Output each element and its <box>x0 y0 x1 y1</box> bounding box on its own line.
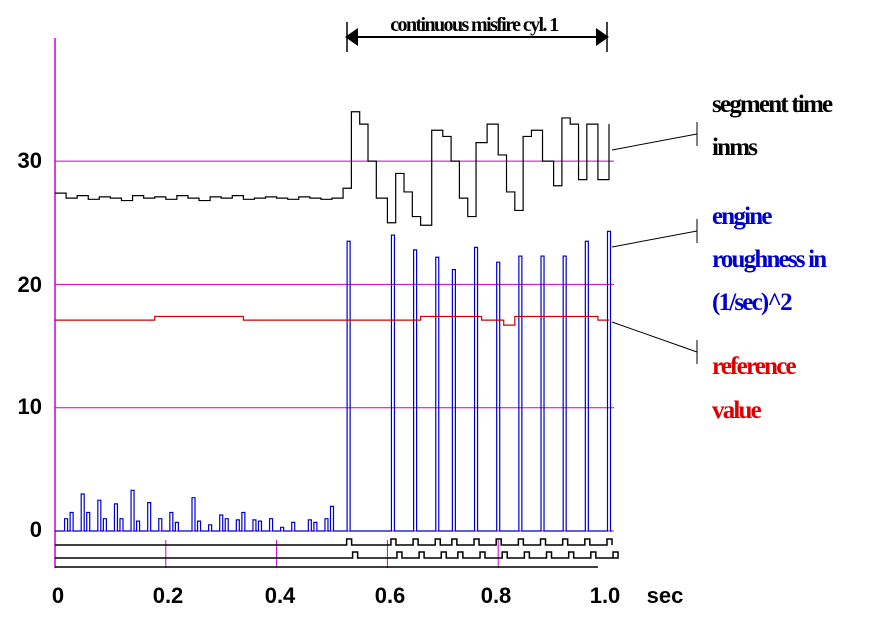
x-unit-label: sec <box>647 583 684 608</box>
series-line-1 <box>55 230 612 532</box>
leader-line-segment-time <box>611 133 698 151</box>
legend-reference-value: reference value <box>611 321 798 424</box>
digital-traces <box>55 538 619 568</box>
x-tick-0-4: 0.4 <box>265 583 296 608</box>
series-1 <box>55 230 612 532</box>
legend-label-segment-time-line1: segment time <box>712 91 833 118</box>
grid-lines <box>55 160 614 568</box>
legend-label-roughness-line1: engine <box>712 203 772 230</box>
x-tick-labels: 0 0.2 0.4 0.6 0.8 1.0 sec <box>52 583 683 608</box>
x-tick-0-2: 0.2 <box>153 583 184 608</box>
legend-segment-time: segment time inms <box>611 91 835 161</box>
y-tick-20: 20 <box>18 272 42 297</box>
x-tick-1-0: 1.0 <box>590 583 621 608</box>
y-tick-30: 30 <box>18 148 42 173</box>
legend-label-reference-line2: value <box>712 397 762 424</box>
leader-line-engine-roughness <box>611 230 698 248</box>
misfire-annotation-text: continuous misfire cyl. 1 <box>390 14 558 36</box>
legend-label-roughness-line2: roughness in <box>712 246 827 273</box>
series-line-2 <box>55 315 609 326</box>
digital-trace-2 <box>55 551 619 559</box>
legend-label-reference-line1: reference <box>712 353 797 380</box>
legend-label-roughness-line3: (1/sec)^2 <box>712 289 792 316</box>
misfire-arrow-left <box>345 28 358 46</box>
series-2 <box>55 315 609 326</box>
y-tick-10: 10 <box>18 394 42 419</box>
x-tick-0-6: 0.6 <box>375 583 406 608</box>
misfire-annotation: continuous misfire cyl. 1 <box>345 14 609 52</box>
legend-engine-roughness: engine roughness in (1/sec)^2 <box>611 203 829 316</box>
misfire-arrow-right <box>596 28 609 46</box>
leader-line-reference <box>611 321 698 353</box>
digital-trace-1 <box>55 538 613 546</box>
y-tick-0: 0 <box>30 517 42 542</box>
series-line-0 <box>55 111 610 226</box>
legend: segment time inms engine roughness in (1… <box>611 91 835 424</box>
y-tick-labels: 0 10 20 30 <box>18 148 42 542</box>
x-tick-0-8: 0.8 <box>481 583 512 608</box>
legend-label-segment-time-line2: inms <box>712 134 758 161</box>
series-0 <box>55 111 610 226</box>
x-tick-0: 0 <box>52 583 64 608</box>
series-layer <box>55 111 612 532</box>
